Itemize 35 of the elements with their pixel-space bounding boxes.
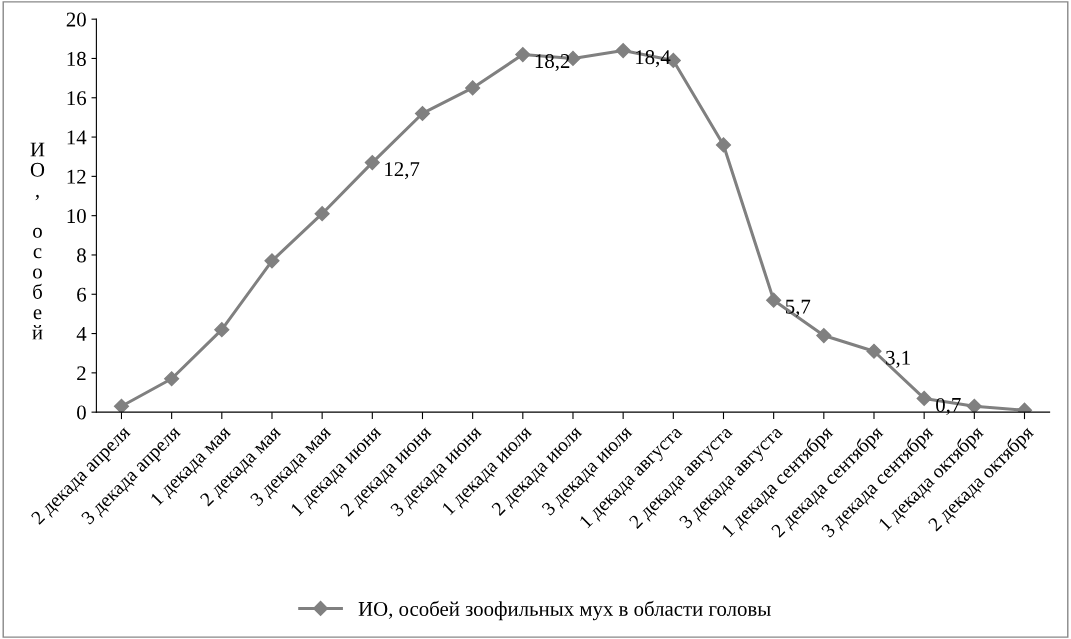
y-tick-label: 16 bbox=[67, 91, 87, 106]
point bbox=[916, 390, 932, 406]
point bbox=[615, 43, 631, 59]
point bbox=[214, 322, 230, 338]
point bbox=[414, 105, 431, 122]
data-label: 5,7 bbox=[785, 299, 811, 317]
data-label: 18,4 bbox=[636, 50, 671, 68]
y-tick-label: 2 bbox=[77, 366, 86, 381]
point bbox=[164, 371, 180, 387]
y-tick-label: 8 bbox=[77, 248, 86, 263]
point bbox=[113, 398, 130, 413]
y-tick-label: 10 bbox=[67, 209, 86, 224]
y-tick-label: 4 bbox=[76, 327, 87, 341]
point bbox=[264, 253, 280, 269]
y-tick-label: 0 bbox=[77, 405, 86, 420]
data-label: 3,1 bbox=[886, 350, 910, 368]
point bbox=[515, 46, 531, 63]
point bbox=[715, 137, 732, 153]
point bbox=[314, 206, 330, 222]
y-tick-label: 20 bbox=[66, 12, 86, 27]
data-label: 12,7 bbox=[385, 162, 420, 180]
point bbox=[465, 80, 481, 96]
legend-label: ИО, особей зоофильных мух в области головы bbox=[358, 600, 771, 621]
point bbox=[866, 343, 882, 359]
point bbox=[966, 398, 982, 413]
data-label: 0,7 bbox=[936, 397, 961, 415]
data-label: 18,2 bbox=[535, 54, 570, 72]
point bbox=[816, 327, 832, 344]
point bbox=[766, 292, 782, 308]
y-tick-label: 12 bbox=[67, 169, 86, 184]
text: ИО, особей bbox=[30, 142, 45, 340]
y-tick-label: 14 bbox=[67, 130, 87, 145]
y-tick-label: 18 bbox=[67, 51, 86, 66]
y-tick-label: 6 bbox=[77, 287, 87, 302]
point bbox=[364, 155, 380, 171]
